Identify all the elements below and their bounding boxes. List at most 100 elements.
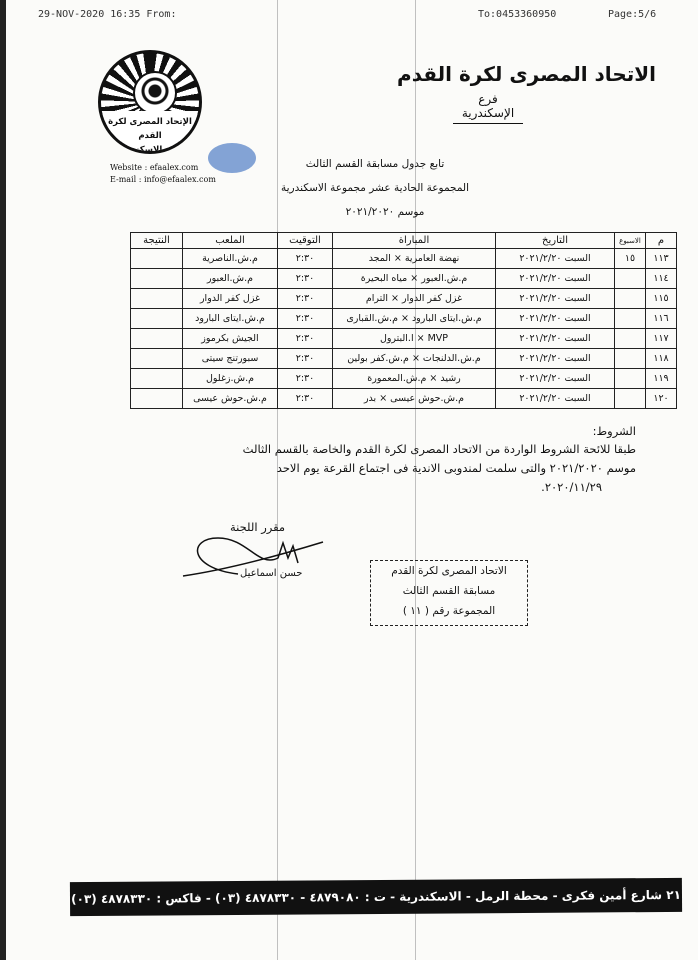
cell-venue: م.ش.العبور xyxy=(182,268,278,289)
table-row: ١١٤ السبت ٢٠٢١/٢/٢٠ م.ش.العبور × مياه البح… xyxy=(130,268,677,289)
cell-result xyxy=(130,348,183,369)
stamp-line: الاتحاد المصرى لكرة القدم xyxy=(391,565,507,577)
fold-line xyxy=(277,0,278,960)
table-row: ١١٨ السبت ٢٠٢١/٢/٢٠ م.ش.الدلنجات × م.ش.كفر… xyxy=(130,348,677,369)
cell-time: ٢:٣٠ xyxy=(277,328,333,349)
conditions-label: الشروط: xyxy=(592,424,636,438)
col-header: التوقيت xyxy=(277,232,333,249)
cell-venue: الجيش بكرموز xyxy=(182,328,278,349)
email: E-mail : info@efaalex.com xyxy=(110,175,216,184)
cell-week: ١٥ xyxy=(614,248,646,269)
col-header: النتيجة xyxy=(130,232,183,249)
letterhead-subtitle: فرع الإسكندرية xyxy=(453,92,523,124)
cell-date: السبت ٢٠٢١/٢/٢٠ xyxy=(495,368,615,389)
cell-result xyxy=(130,288,183,309)
cell-time: ٢:٣٠ xyxy=(277,348,333,369)
cell-match: رشيد × م.ش.المعمورة xyxy=(332,368,496,389)
signature-icon xyxy=(182,537,324,577)
cell-date: السبت ٢٠٢١/٢/٢٠ xyxy=(495,328,615,349)
doc-heading: تابع جدول مسابقة القسم الثالث xyxy=(305,158,445,170)
website: Website : efaalex.com xyxy=(110,163,199,172)
cell-time: ٢:٣٠ xyxy=(277,308,333,329)
footer-address-bar: ٢١ شارع أمين فكرى - محطة الرمل - الاسكند… xyxy=(69,877,683,917)
logo-text: فرع الاسكندرية xyxy=(118,145,182,154)
table-row: ١١٥ السبت ٢٠٢١/٢/٢٠ غزل كفر الدوار × الترا… xyxy=(130,288,677,309)
cell-week xyxy=(614,268,646,289)
cell-week xyxy=(614,288,646,309)
cell-result xyxy=(130,308,183,329)
cell-match: م.ش.العبور × مياه البحيرة xyxy=(332,268,496,289)
cell-result xyxy=(130,248,183,269)
cell-no: ١١٣ xyxy=(645,248,677,269)
cell-no: ١١٨ xyxy=(645,348,677,369)
cell-result xyxy=(130,368,183,389)
blue-seal-icon xyxy=(208,143,256,173)
cell-date: السبت ٢٠٢١/٢/٢٠ xyxy=(495,288,615,309)
cell-week xyxy=(614,368,646,389)
cell-match: MVP × ا.البترول xyxy=(332,328,496,349)
cell-match: م.ش.حوش عيسى × بدر xyxy=(332,388,496,409)
doc-heading: المجموعة الحادية عشر مجموعة الاسكندرية xyxy=(280,182,470,194)
col-header: التاريخ xyxy=(495,232,615,249)
cell-result xyxy=(130,268,183,289)
cell-no: ١١٩ xyxy=(645,368,677,389)
fax-timestamp: 29-NOV-2020 16:35 From: xyxy=(38,9,177,20)
cell-time: ٢:٣٠ xyxy=(277,368,333,389)
col-header: م xyxy=(645,232,677,249)
fold-line xyxy=(415,0,416,960)
conditions-text: طبقا للائحة الشروط الواردة من الاتحاد ال… xyxy=(242,442,636,456)
signatory-name: حسن اسماعيل xyxy=(240,568,303,579)
cell-date: السبت ٢٠٢١/٢/٢٠ xyxy=(495,308,615,329)
signatory-title: مقرر اللجنة xyxy=(230,520,286,534)
table-row: ١١٧ السبت ٢٠٢١/٢/٢٠ MVP × ا.البترول ٢:٣٠ الج… xyxy=(130,328,677,349)
fax-page: Page:5/6 xyxy=(608,9,657,20)
col-header: الاسبوع xyxy=(614,232,646,249)
table-row: ١١٩ السبت ٢٠٢١/٢/٢٠ رشيد × م.ش.المعمورة ٢:٣… xyxy=(130,368,677,389)
scan-edge xyxy=(0,0,6,960)
cell-venue: م.ش.ايتاى البارود xyxy=(182,308,278,329)
conditions-text: ٢٠٢٠/١١/٢٩. xyxy=(541,480,602,494)
federation-logo: الإتحاد المصرى لكرة القدم فرع الاسكندرية xyxy=(98,50,202,154)
table-header-row: م الاسبوع التاريخ المباراة التوقيت الملع… xyxy=(130,232,677,249)
cell-match: م.ش.ايتاى البارود × م.ش.القبارى xyxy=(332,308,496,329)
cell-date: السبت ٢٠٢١/٢/٢٠ xyxy=(495,248,615,269)
cell-time: ٢:٣٠ xyxy=(277,248,333,269)
stamp-line: المجموعة رقم ( ١١ ) xyxy=(402,605,496,617)
table-row: ١١٦ السبت ٢٠٢١/٢/٢٠ م.ش.ايتاى البارود × م.… xyxy=(130,308,677,329)
letterhead-title: الاتحاد المصرى لكرة القدم xyxy=(397,62,656,86)
cell-venue: م.ش.زغلول xyxy=(182,368,278,389)
cell-venue: م.ش.الناصرية xyxy=(182,248,278,269)
cell-week xyxy=(614,388,646,409)
cell-result xyxy=(130,388,183,409)
stamp-line: مسابقة القسم الثالث xyxy=(402,585,496,597)
football-icon xyxy=(133,71,177,115)
cell-time: ٢:٣٠ xyxy=(277,288,333,309)
contact-info: Website : efaalex.com E-mail : info@efaa… xyxy=(110,162,216,186)
cell-no: ١١٤ xyxy=(645,268,677,289)
conditions-text: موسم ٢٠٢١/٢٠٢٠ والتى سلمت لمندوبى الاندي… xyxy=(276,461,636,475)
table-row: ١٢٠ السبت ٢٠٢١/٢/٢٠ م.ش.حوش عيسى × بدر ٢:٣٠… xyxy=(130,388,677,409)
cell-venue: سبورتنج سيتى xyxy=(182,348,278,369)
cell-no: ١١٥ xyxy=(645,288,677,309)
cell-date: السبت ٢٠٢١/٢/٢٠ xyxy=(495,388,615,409)
cell-no: ١١٦ xyxy=(645,308,677,329)
committee-stamp: الاتحاد المصرى لكرة القدم مسابقة القسم ا… xyxy=(370,560,528,626)
doc-heading: موسم ٢٠٢١/٢٠٢٠ xyxy=(345,206,425,218)
cell-time: ٢:٣٠ xyxy=(277,268,333,289)
cell-match: م.ش.الدلنجات × م.ش.كفر بولين xyxy=(332,348,496,369)
table-row: ١١٣ ١٥ السبت ٢٠٢١/٢/٢٠ نهضة العامرية × المج… xyxy=(130,248,677,269)
cell-date: السبت ٢٠٢١/٢/٢٠ xyxy=(495,268,615,289)
cell-no: ١١٧ xyxy=(645,328,677,349)
cell-result xyxy=(130,328,183,349)
cell-no: ١٢٠ xyxy=(645,388,677,409)
cell-week xyxy=(614,348,646,369)
match-schedule-table: م الاسبوع التاريخ المباراة التوقيت الملع… xyxy=(130,232,677,409)
cell-match: نهضة العامرية × المجد xyxy=(332,248,496,269)
cell-date: السبت ٢٠٢١/٢/٢٠ xyxy=(495,348,615,369)
logo-text: الإتحاد المصرى لكرة القدم xyxy=(108,117,192,141)
cell-time: ٢:٣٠ xyxy=(277,388,333,409)
fax-to: To:0453360950 xyxy=(478,9,557,20)
cell-venue: غزل كفر الدوار xyxy=(182,288,278,309)
cell-match: غزل كفر الدوار × الترام xyxy=(332,288,496,309)
cell-week xyxy=(614,328,646,349)
